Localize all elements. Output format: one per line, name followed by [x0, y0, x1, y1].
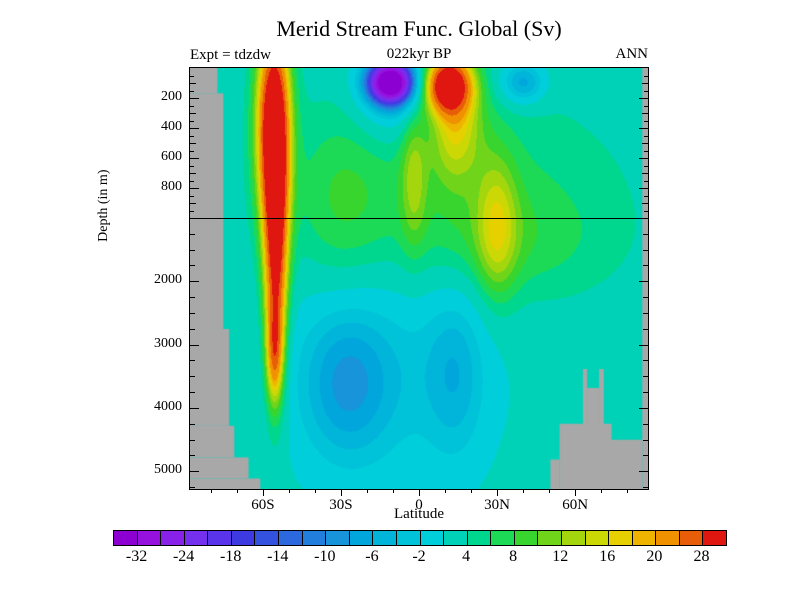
chart-title: Merid Stream Func. Global (Sv) [276, 16, 562, 41]
x-axis-tick [340, 489, 342, 496]
colorbar-cell [585, 531, 610, 545]
colorbar-tick-label: -10 [314, 548, 336, 565]
colorbar-cell [184, 531, 209, 545]
x-axis-tick [262, 489, 264, 496]
y-tick-label: 400 [161, 119, 182, 134]
colorbar-tick-label: -6 [365, 548, 379, 565]
colorbar-cell [114, 531, 138, 545]
colorbar-cell [208, 531, 232, 545]
y-tick-label: 5000 [154, 462, 182, 478]
plot-frame [189, 67, 649, 490]
colorbar-tick-label: -32 [125, 548, 148, 565]
time-label: 022kyr BP [386, 46, 452, 62]
colorbar-cell [161, 531, 185, 545]
stream-function-field-canvas [190, 68, 648, 489]
colorbar-cell [561, 531, 586, 545]
y-tick-label: 200 [161, 89, 182, 104]
colorbar-cell [703, 531, 727, 545]
colorbar [113, 530, 727, 546]
colorbar-cell [632, 531, 657, 545]
season-label: ANN [615, 46, 649, 62]
colorbar-cell [491, 531, 515, 545]
colorbar-tick-label: 12 [552, 548, 569, 565]
colorbar-cell [373, 531, 397, 545]
colorbar-cell [656, 531, 680, 545]
colorbar-cell [679, 531, 704, 545]
colorbar-cell [514, 531, 539, 545]
colorbar-cell [326, 531, 350, 545]
colorbar-cell [137, 531, 162, 545]
y-tick-label: 4000 [154, 398, 182, 414]
colorbar-tick-label: 8 [509, 548, 518, 565]
depth-axis-break-line [190, 218, 648, 219]
colorbar-tick-label: 20 [646, 548, 663, 565]
colorbar-cell [231, 531, 256, 545]
colorbar-tick-label: -14 [267, 548, 289, 565]
x-axis-tick [419, 489, 420, 496]
colorbar-cell [538, 531, 562, 545]
colorbar-cell [279, 531, 303, 545]
y-tick-label: 2000 [154, 272, 182, 288]
colorbar-cell [609, 531, 633, 545]
colorbar-tick-label: 16 [599, 548, 616, 565]
x-axis-tick [575, 489, 577, 496]
colorbar-cell [349, 531, 374, 545]
colorbar-cell [444, 531, 468, 545]
colorbar-cell [420, 531, 445, 545]
experiment-label: Expt = tdzdw [190, 47, 271, 63]
x-axis-tick [497, 489, 499, 496]
colorbar-tick-label: -24 [172, 548, 195, 565]
x-axis-title: Latitude [394, 506, 444, 522]
y-tick-label: 3000 [154, 335, 182, 351]
colorbar-tick-label: -2 [412, 548, 426, 565]
colorbar-cell [467, 531, 492, 545]
colorbar-cell [255, 531, 280, 545]
colorbar-cell [396, 531, 421, 545]
colorbar-tick-label: 28 [693, 548, 710, 565]
colorbar-cell [302, 531, 327, 545]
colorbar-tick-label: -18 [220, 548, 242, 565]
y-tick-label: 600 [161, 149, 182, 164]
y-tick-label: 800 [161, 179, 182, 194]
colorbar-tick-label: 4 [462, 548, 471, 565]
